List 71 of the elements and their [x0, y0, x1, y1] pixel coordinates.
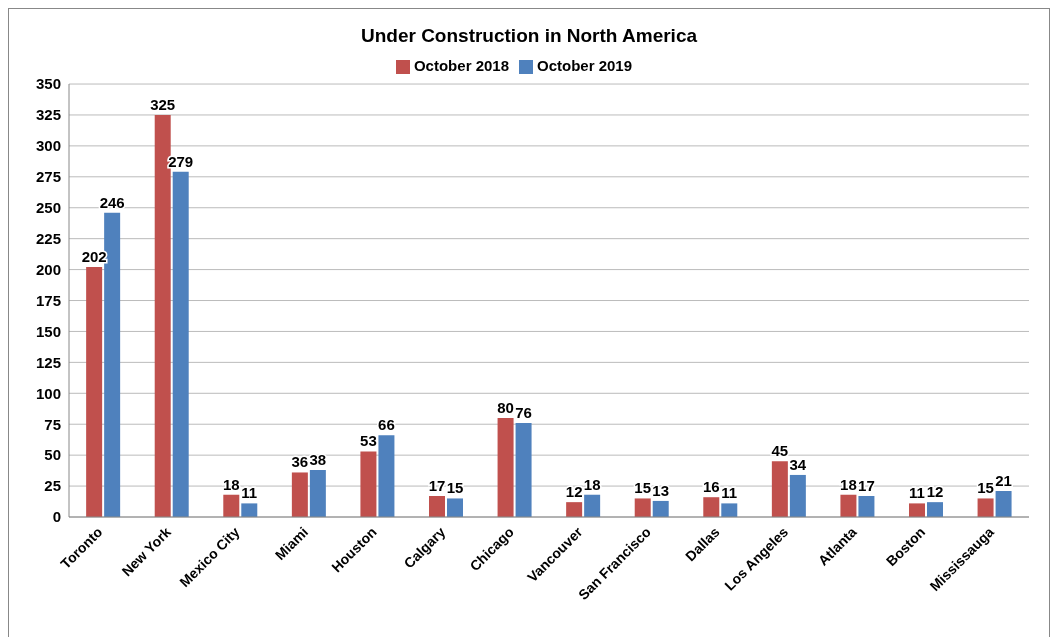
y-tick-label: 275	[35, 168, 61, 186]
data-label: 17	[858, 476, 875, 494]
bar	[977, 498, 994, 517]
bar	[566, 502, 583, 517]
data-label: 17	[428, 476, 446, 494]
bar	[703, 497, 720, 517]
bar	[995, 491, 1012, 517]
bar	[378, 435, 395, 517]
bar	[652, 500, 669, 517]
y-tick-label: 350	[35, 75, 61, 93]
y-tick-label: 75	[44, 415, 61, 433]
legend-label: October 2019	[537, 57, 633, 74]
bar	[223, 494, 240, 517]
bar	[515, 422, 532, 517]
data-label: 246	[99, 193, 125, 211]
data-label: 66	[378, 416, 395, 434]
y-tick-label: 300	[35, 137, 61, 155]
y-tick-label: 25	[44, 477, 61, 495]
bar	[360, 451, 377, 517]
bar	[771, 461, 788, 517]
data-label: 53	[360, 432, 377, 450]
data-label: 76	[515, 403, 532, 421]
data-label: 18	[222, 475, 240, 493]
y-tick-label: 225	[35, 229, 61, 247]
bar	[584, 494, 601, 517]
bar	[858, 495, 875, 517]
y-tick-label: 100	[35, 384, 61, 402]
y-tick-label: 325	[35, 106, 61, 124]
data-label: 15	[634, 479, 652, 497]
data-label: 15	[446, 479, 464, 497]
data-label: 38	[309, 450, 327, 468]
bar	[86, 267, 103, 517]
y-tick-label: 50	[44, 446, 61, 464]
data-label: 16	[702, 478, 720, 496]
bar	[840, 494, 857, 517]
bar	[104, 212, 121, 517]
data-label: 12	[926, 483, 944, 501]
bar	[927, 502, 943, 517]
y-tick-label: 200	[35, 260, 61, 278]
y-tick-label: 175	[35, 291, 61, 309]
legend-label: October 2018	[413, 57, 509, 74]
data-label: 12	[565, 483, 583, 501]
data-label: 21	[995, 472, 1012, 490]
bar	[721, 503, 738, 517]
data-label: 11	[721, 484, 738, 502]
y-tick-label: 0	[52, 508, 61, 526]
data-label: 11	[241, 484, 258, 502]
bar	[309, 469, 326, 517]
data-label: 18	[583, 475, 601, 493]
y-tick-label: 125	[35, 353, 61, 371]
bar	[447, 498, 463, 517]
bar	[634, 498, 651, 517]
data-label: 18	[840, 475, 857, 493]
data-label: 325	[150, 95, 176, 113]
data-label: 34	[789, 455, 807, 473]
bar	[172, 171, 189, 517]
y-tick-label: 150	[35, 322, 61, 340]
bar	[429, 495, 445, 517]
y-tick-label: 250	[35, 199, 61, 217]
data-label: 45	[771, 442, 789, 460]
data-label: 15	[977, 479, 994, 497]
bar	[789, 474, 806, 517]
bar	[497, 418, 514, 517]
data-label: 11	[909, 484, 925, 502]
data-label: 13	[652, 481, 670, 499]
data-label: 80	[497, 399, 514, 417]
bar	[241, 503, 258, 517]
bar	[291, 472, 308, 517]
chart-title: Under Construction in North America	[359, 24, 698, 47]
bar	[909, 503, 925, 517]
data-label: 36	[291, 453, 309, 471]
